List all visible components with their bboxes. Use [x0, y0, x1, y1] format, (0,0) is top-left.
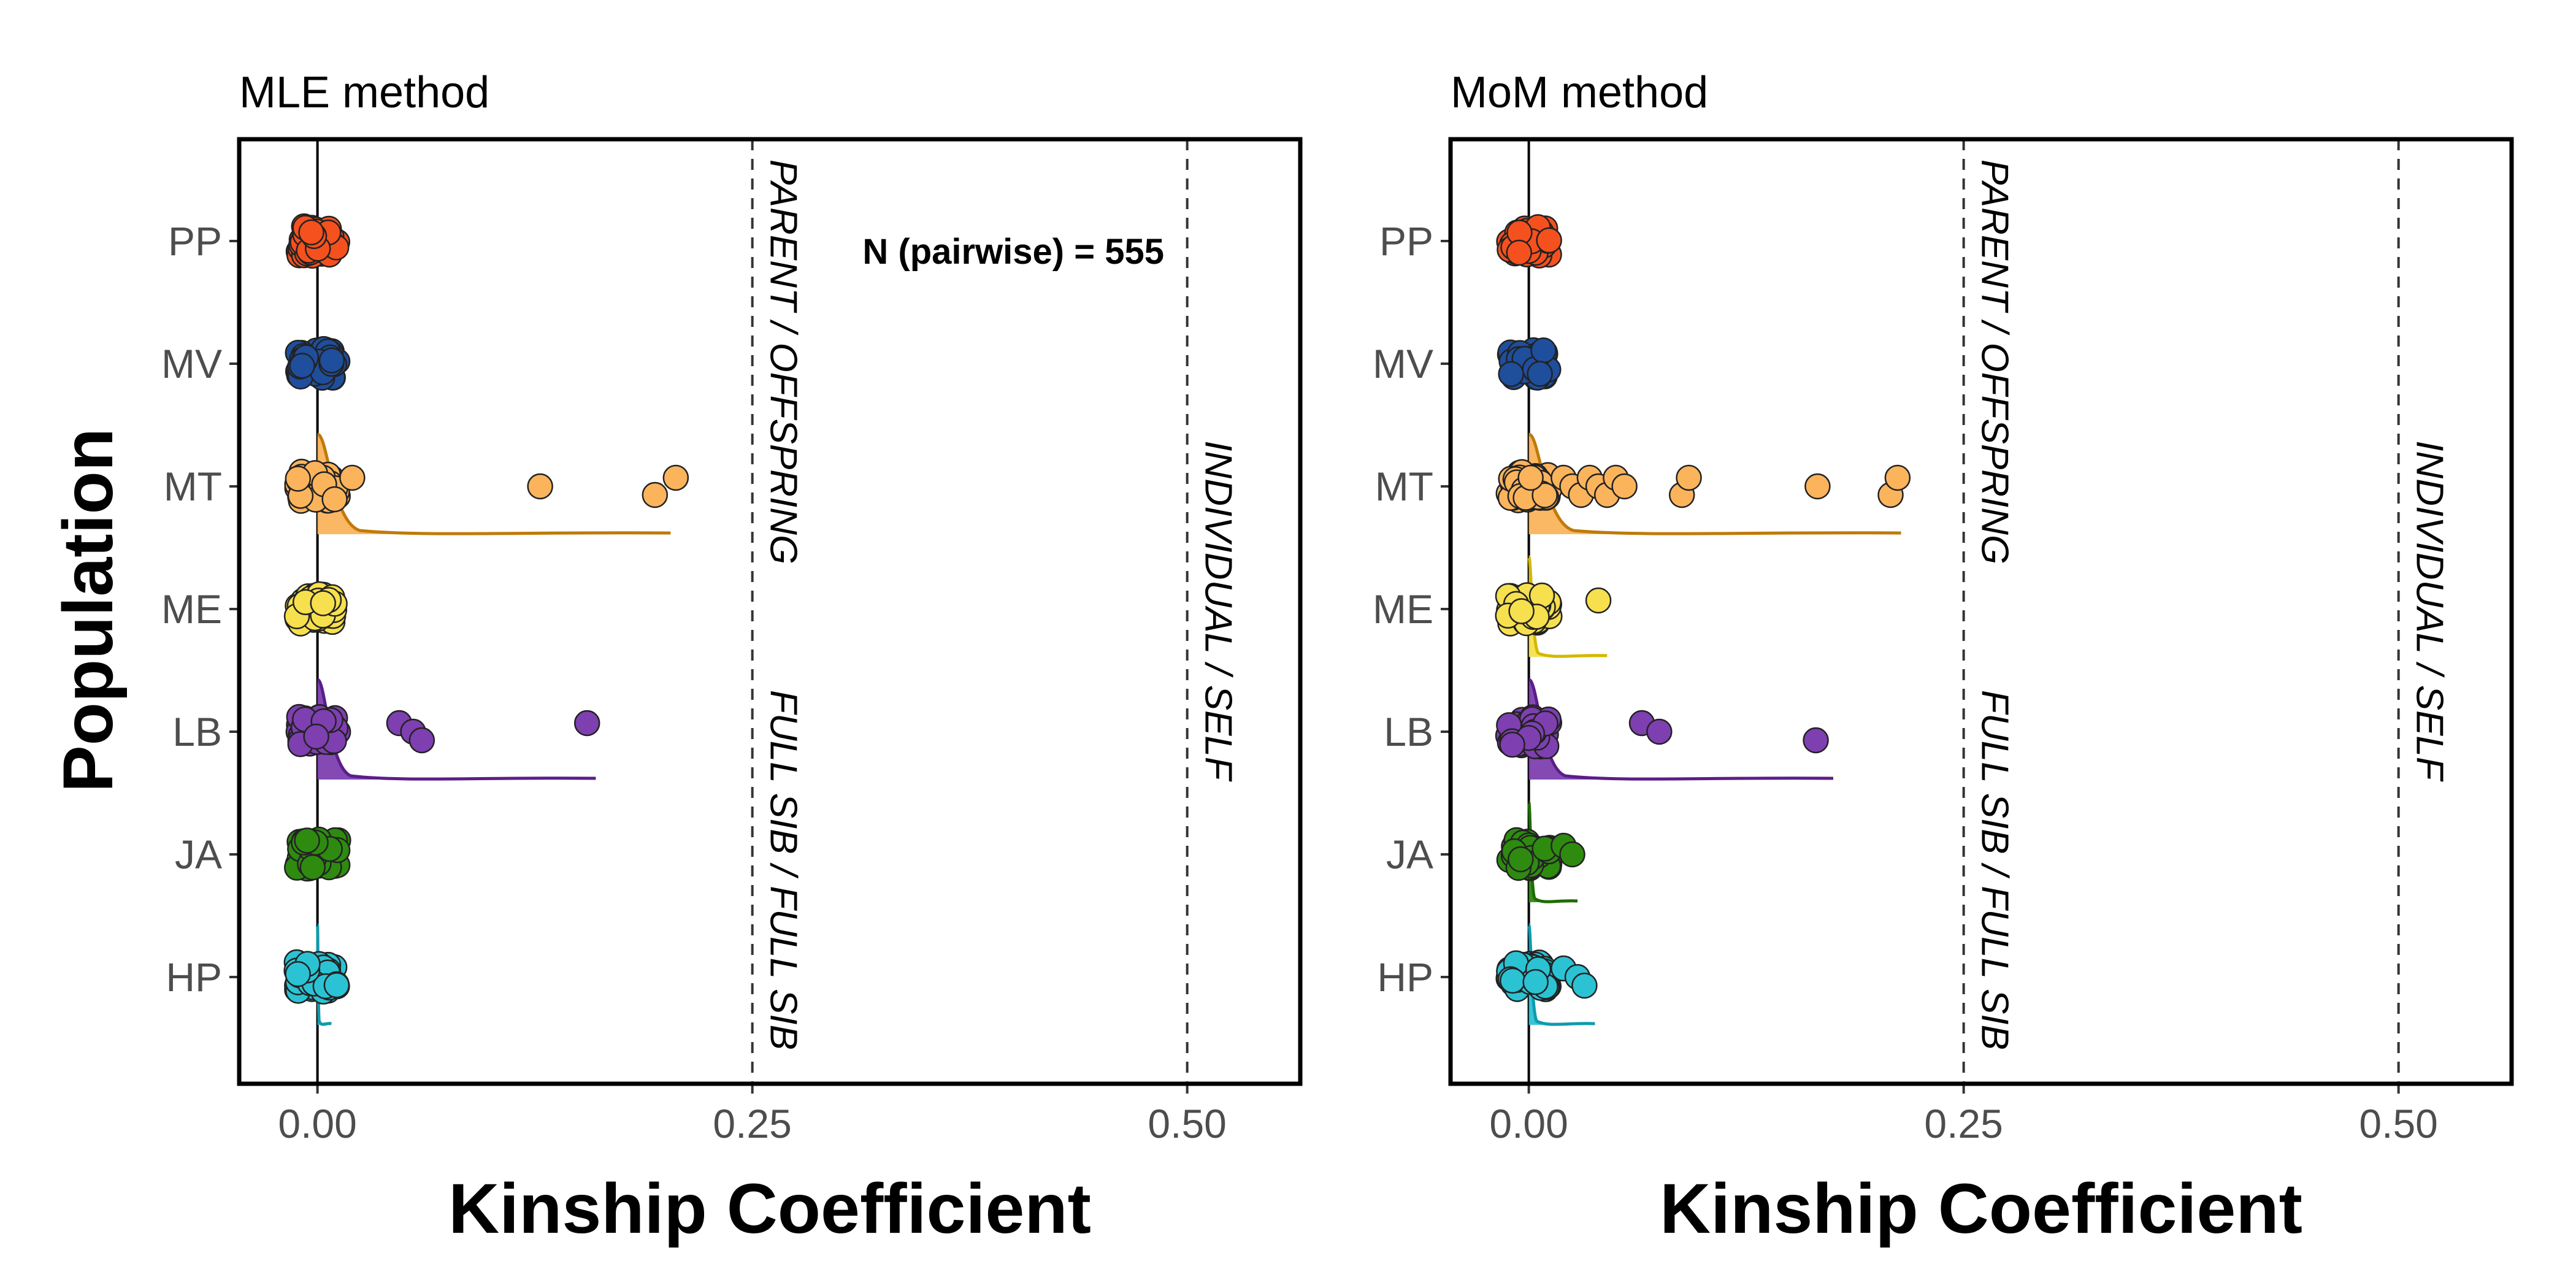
panel-mle-content: PARENT / OFFSPRING FULL SIB / FULL SIB IND…	[161, 139, 1240, 1146]
point-mom-lb	[1499, 731, 1525, 758]
point-mom-pp	[1506, 239, 1532, 266]
y-tick-label-mle-mt: MT	[164, 464, 222, 509]
point-mle-pp	[298, 219, 324, 246]
y-axis-title: Population	[49, 428, 128, 792]
outlier-mle-lb	[573, 710, 600, 737]
y-tick-label-mom-ja: JA	[1386, 832, 1433, 877]
outlier-mle-lb	[408, 727, 435, 754]
y-tick-label-mle-lb: LB	[172, 709, 222, 754]
point-mle-hp	[285, 960, 311, 987]
ref-label-mom-1: INDIVIDUAL / SELF	[2409, 440, 2451, 782]
outlier-mom-mt	[1884, 464, 1911, 491]
point-mom-mt	[1531, 482, 1558, 508]
density-line-mom-lb	[1528, 678, 1833, 781]
density-mle-lb	[317, 680, 596, 780]
panel-title-mle: MLE method	[239, 68, 489, 117]
x-tick-label-mle: 0.00	[278, 1101, 356, 1146]
y-tick-label-mom-mt: MT	[1375, 464, 1433, 509]
y-tick-label-mom-pp: PP	[1379, 218, 1433, 264]
point-mom-mv	[1527, 361, 1553, 387]
point-mle-hp	[323, 972, 350, 999]
outlier-mom-me	[1585, 587, 1612, 614]
point-mle-mv	[289, 353, 315, 379]
outlier-mle-mt	[527, 473, 553, 500]
density-mom-lb	[1528, 680, 1833, 780]
x-tick-label-mle: 0.25	[713, 1101, 791, 1146]
outlier-mle-mt	[662, 464, 689, 491]
outlier-mom-mt	[1804, 473, 1831, 500]
density-line-mle-hp	[316, 923, 332, 1026]
x-tick-label-mom: 0.00	[1489, 1101, 1568, 1146]
outlier-mle-mt	[642, 481, 669, 508]
outlier-mom-mt	[1676, 464, 1702, 491]
x-tick-label-mom: 0.50	[2359, 1101, 2437, 1146]
y-tick-label-mom-hp: HP	[1377, 954, 1433, 1000]
density-line-mle-lb	[316, 678, 596, 781]
point-mom-pp	[1536, 227, 1562, 254]
point-mom-hp	[1499, 967, 1526, 994]
y-tick-label-mom-me: ME	[1373, 586, 1433, 632]
ref-label-mle-1: INDIVIDUAL / SELF	[1197, 440, 1240, 782]
outlier-mom-mt	[1611, 473, 1638, 500]
ref-label-mle-0-top: PARENT / OFFSPRING	[762, 159, 805, 564]
y-tick-label-mle-pp: PP	[168, 218, 222, 264]
panel-mom: MoM method PARENT / OFFSPRING FULL SIB / …	[1373, 68, 2514, 1248]
x-tick-label-mle: 0.50	[1148, 1101, 1226, 1146]
density-line-mom-ja	[1527, 800, 1578, 903]
outlier-mom-ja	[1559, 841, 1585, 868]
ref-label-mom-0-bottom: FULL SIB / FULL SIB	[1974, 690, 2016, 1050]
x-tick-label-mom: 0.25	[1924, 1101, 2003, 1146]
outlier-mom-hp	[1571, 972, 1598, 999]
y-tick-label-mle-me: ME	[161, 586, 222, 632]
point-mom-mv	[1498, 361, 1524, 388]
density-mle-mt	[317, 434, 671, 534]
x-axis-title-mom: Kinship Coefficient	[1660, 1170, 2302, 1248]
point-mle-mt	[321, 486, 348, 513]
point-mom-me	[1508, 598, 1535, 624]
point-mle-mt	[285, 466, 312, 492]
panel-title-mom: MoM method	[1451, 68, 1708, 117]
density-line-mle-mt	[316, 432, 671, 535]
point-mle-mv	[318, 347, 345, 374]
y-tick-label-mle-ja: JA	[175, 832, 222, 877]
panel-mom-frame	[1448, 137, 2514, 1086]
pairwise-count-annotation: N (pairwise) = 555	[862, 232, 1164, 272]
density-line-mom-me	[1527, 555, 1608, 658]
point-mom-hp	[1522, 968, 1549, 995]
y-tick-label-mom-lb: LB	[1384, 709, 1433, 754]
point-mle-ja	[299, 854, 326, 881]
point-mom-ja	[1508, 846, 1534, 873]
point-mle-me	[310, 590, 336, 616]
y-tick-label-mle-hp: HP	[166, 954, 222, 1000]
outlier-mom-lb	[1646, 718, 1673, 745]
outlier-mle-mt	[339, 464, 366, 491]
y-tick-label-mle-mv: MV	[161, 341, 222, 386]
point-mle-ja	[294, 827, 320, 854]
panel-mom-content: PARENT / OFFSPRING FULL SIB / FULL SIB IND…	[1373, 139, 2451, 1146]
point-mle-lb	[303, 723, 329, 750]
point-mom-mt	[1517, 464, 1544, 491]
outlier-mom-lb	[1803, 727, 1829, 754]
panel-mle-frame	[237, 137, 1303, 1086]
panel-mle: MLE method PARENT / OFFSPRING FULL SIB / …	[161, 68, 1303, 1248]
x-axis-title-mle: Kinship Coefficient	[448, 1170, 1091, 1248]
ref-label-mle-0-bottom: FULL SIB / FULL SIB	[762, 690, 805, 1050]
point-mom-mv	[1530, 337, 1557, 364]
y-tick-label-mom-mv: MV	[1373, 341, 1433, 386]
ref-label-mom-0-top: PARENT / OFFSPRING	[1974, 159, 2016, 564]
density-line-mom-hp	[1527, 923, 1595, 1026]
